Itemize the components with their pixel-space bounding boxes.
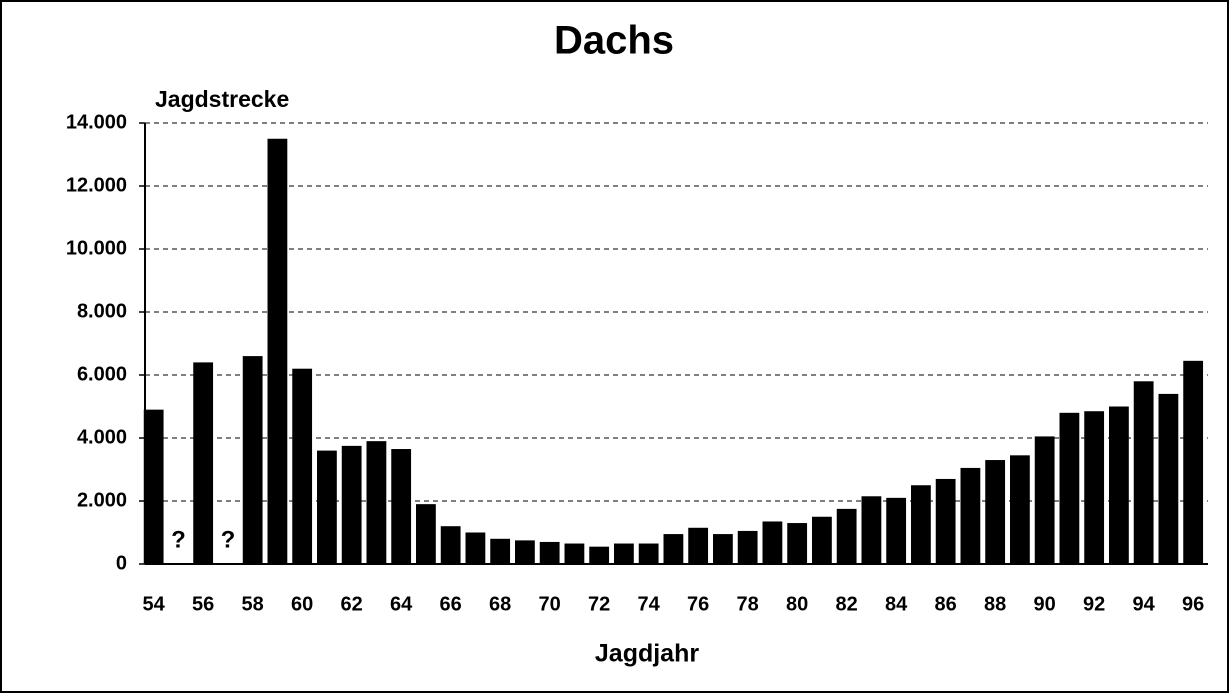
bar bbox=[737, 530, 758, 564]
bar bbox=[490, 538, 511, 564]
bar bbox=[1183, 360, 1204, 564]
bar bbox=[1010, 455, 1030, 564]
bar bbox=[1133, 381, 1154, 564]
x-tick-label: 92 bbox=[1083, 593, 1105, 615]
bar bbox=[416, 504, 436, 564]
bar bbox=[267, 138, 288, 564]
y-tick-label: 8.000 bbox=[77, 300, 127, 322]
y-tick-label: 2.000 bbox=[77, 489, 127, 511]
bar bbox=[465, 532, 486, 564]
chart-title: Dachs bbox=[554, 19, 674, 63]
bar bbox=[1034, 436, 1055, 564]
bar bbox=[143, 409, 164, 564]
x-tick-label: 94 bbox=[1133, 593, 1156, 615]
y-tick-label: 6.000 bbox=[77, 363, 127, 385]
bar bbox=[589, 546, 610, 564]
annotation: ? bbox=[221, 526, 236, 553]
bar bbox=[193, 362, 214, 564]
bar bbox=[762, 521, 783, 564]
bar bbox=[292, 368, 313, 564]
x-tick-label: 54 bbox=[143, 593, 166, 615]
bar bbox=[391, 449, 412, 564]
bar bbox=[638, 543, 659, 564]
x-tick-label: 60 bbox=[291, 593, 313, 615]
y-tick-label: 12.000 bbox=[66, 174, 127, 196]
bar bbox=[242, 356, 263, 564]
x-tick-label: 90 bbox=[1034, 593, 1056, 615]
x-axis-label: Jagdjahr bbox=[595, 640, 699, 668]
bar bbox=[836, 508, 857, 564]
bar bbox=[911, 485, 931, 564]
bar bbox=[960, 467, 981, 564]
y-tick-label: 4.000 bbox=[77, 426, 127, 448]
x-tick-label: 82 bbox=[836, 593, 858, 615]
x-tick-label: 58 bbox=[242, 593, 264, 615]
bar bbox=[787, 523, 808, 564]
bar bbox=[688, 527, 709, 564]
bar bbox=[713, 534, 733, 564]
x-tick-label: 76 bbox=[687, 593, 709, 615]
x-tick-label: 64 bbox=[390, 593, 413, 615]
bar bbox=[614, 543, 634, 564]
x-tick-label: 70 bbox=[539, 593, 561, 615]
x-tick-label: 84 bbox=[885, 593, 908, 615]
x-tick-label: 74 bbox=[638, 593, 661, 615]
x-tick-label: 96 bbox=[1182, 593, 1204, 615]
bar bbox=[985, 460, 1006, 564]
x-tick-label: 88 bbox=[984, 593, 1006, 615]
bar bbox=[1059, 412, 1080, 564]
bar bbox=[812, 516, 832, 564]
y-tick-label: 0 bbox=[116, 552, 127, 574]
annotation: ? bbox=[171, 526, 186, 553]
y-axis-label: Jagdstrecke bbox=[155, 86, 289, 112]
x-tick-label: 66 bbox=[440, 593, 462, 615]
x-tick-label: 68 bbox=[489, 593, 511, 615]
x-tick-label: 80 bbox=[786, 593, 808, 615]
y-tick-label: 14.000 bbox=[66, 111, 127, 133]
bar bbox=[935, 478, 956, 564]
x-tick-label: 86 bbox=[935, 593, 957, 615]
x-tick-label: 72 bbox=[588, 593, 610, 615]
bar bbox=[440, 526, 461, 564]
bar bbox=[539, 541, 560, 564]
x-tick-label: 78 bbox=[737, 593, 759, 615]
bar bbox=[515, 540, 535, 564]
bar bbox=[1109, 406, 1129, 564]
bar bbox=[341, 445, 362, 564]
y-tick-label: 10.000 bbox=[66, 237, 127, 259]
bar bbox=[1084, 411, 1105, 564]
bar bbox=[317, 450, 337, 564]
bar bbox=[564, 543, 585, 564]
bar bbox=[663, 534, 684, 564]
bar bbox=[861, 496, 882, 564]
bar bbox=[1158, 393, 1179, 564]
bar bbox=[366, 441, 387, 564]
x-tick-label: 62 bbox=[341, 593, 363, 615]
bar bbox=[886, 497, 907, 564]
x-tick-label: 56 bbox=[192, 593, 214, 615]
